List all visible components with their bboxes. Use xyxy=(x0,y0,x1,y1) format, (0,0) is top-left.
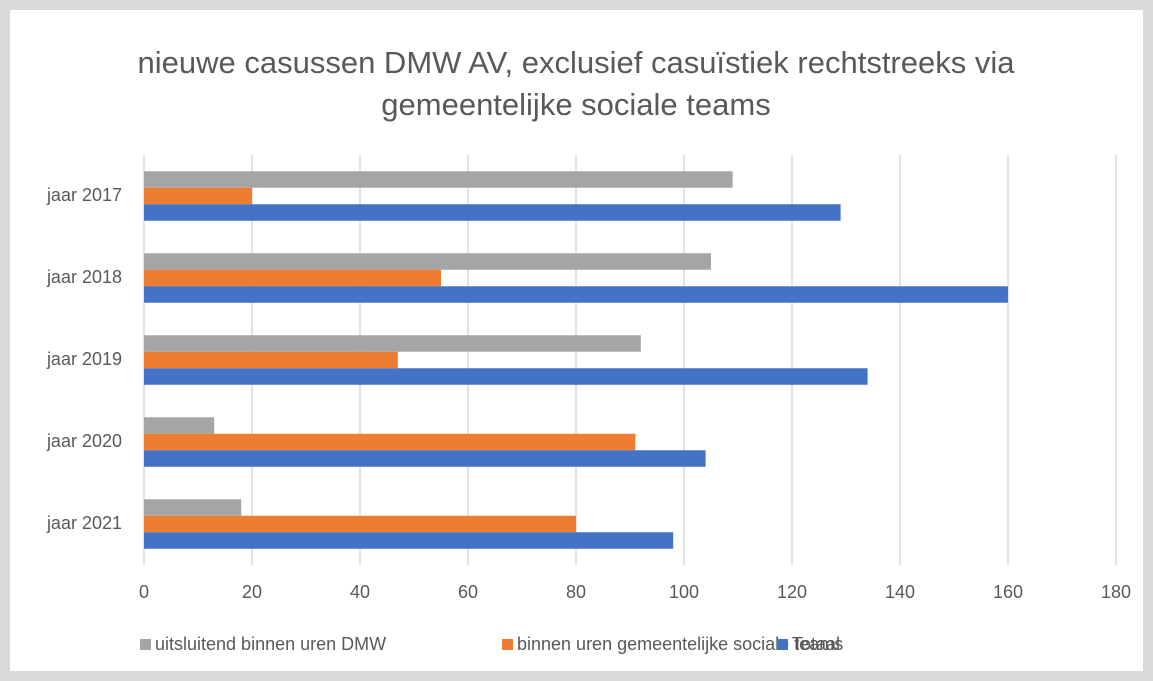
y-tick-label: jaar 2020 xyxy=(46,431,122,451)
x-tick-label: 60 xyxy=(458,582,478,602)
legend-label: binnen uren gemeentelijke sociale teams xyxy=(517,634,843,654)
legend-label: uitsluitend binnen uren DMW xyxy=(155,634,386,654)
bar xyxy=(144,515,576,533)
legend-swatch xyxy=(502,639,513,650)
x-tick-label: 120 xyxy=(777,582,807,602)
legend-label: Totaal xyxy=(792,634,840,654)
bar xyxy=(144,368,868,385)
bar xyxy=(144,253,711,270)
y-tick-label: jaar 2017 xyxy=(46,185,122,205)
x-tick-label: 140 xyxy=(885,582,915,602)
x-tick-label: 20 xyxy=(242,582,262,602)
bar xyxy=(144,335,641,352)
chart-title: nieuwe casussen DMW AV, exclusief casuïs… xyxy=(137,45,1015,122)
bar xyxy=(144,171,733,188)
bar xyxy=(144,187,252,205)
bar xyxy=(144,532,674,549)
y-tick-label: jaar 2018 xyxy=(46,267,122,287)
x-tick-label: 100 xyxy=(669,582,699,602)
bar xyxy=(144,351,398,369)
bar xyxy=(144,269,441,287)
x-tick-label: 40 xyxy=(350,582,370,602)
x-tick-label: 80 xyxy=(566,582,586,602)
bar xyxy=(144,204,841,221)
legend-swatch xyxy=(777,639,788,650)
x-tick-label: 0 xyxy=(139,582,149,602)
bar xyxy=(144,450,706,467)
x-tick-label: 160 xyxy=(993,582,1023,602)
bar xyxy=(144,433,636,451)
bar xyxy=(144,499,242,516)
y-tick-label: jaar 2021 xyxy=(46,513,122,533)
legend-swatch xyxy=(140,639,151,650)
bar xyxy=(144,286,1008,303)
y-tick-label: jaar 2019 xyxy=(46,349,122,369)
x-tick-label: 180 xyxy=(1101,582,1131,602)
bar xyxy=(144,417,215,434)
